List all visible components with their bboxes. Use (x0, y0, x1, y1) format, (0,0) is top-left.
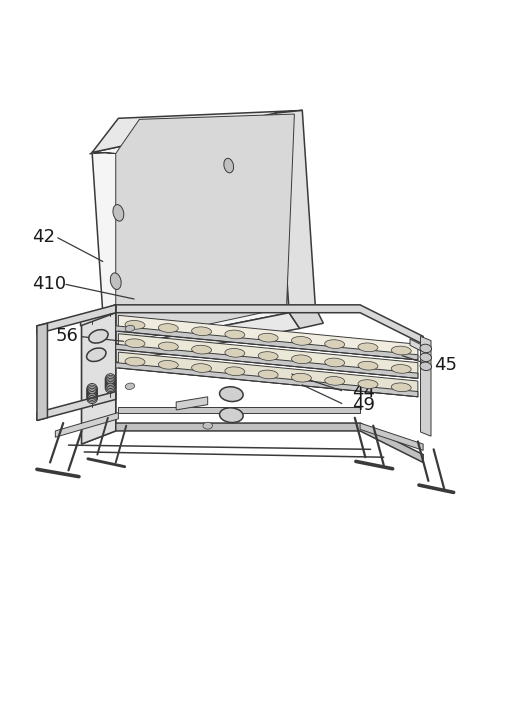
Text: 410: 410 (32, 275, 66, 293)
Polygon shape (82, 312, 116, 436)
Ellipse shape (420, 353, 432, 361)
Polygon shape (116, 326, 418, 360)
Ellipse shape (125, 325, 135, 332)
Polygon shape (116, 344, 418, 379)
Ellipse shape (325, 358, 345, 367)
Ellipse shape (89, 330, 108, 343)
Polygon shape (92, 113, 289, 349)
Ellipse shape (113, 204, 124, 221)
Polygon shape (276, 110, 315, 312)
Ellipse shape (125, 383, 135, 390)
Polygon shape (82, 305, 116, 444)
Ellipse shape (125, 320, 145, 329)
Ellipse shape (158, 342, 178, 351)
Text: 42: 42 (32, 228, 55, 246)
Ellipse shape (224, 158, 234, 173)
Polygon shape (118, 352, 418, 397)
Ellipse shape (225, 348, 245, 357)
Ellipse shape (158, 324, 178, 333)
Ellipse shape (125, 357, 145, 366)
Polygon shape (37, 392, 116, 420)
Polygon shape (90, 153, 116, 154)
Polygon shape (410, 339, 429, 355)
Text: 56: 56 (55, 328, 78, 346)
Polygon shape (81, 305, 116, 326)
Ellipse shape (292, 373, 311, 382)
Text: 44: 44 (352, 382, 375, 400)
Text: 49: 49 (352, 396, 375, 414)
Ellipse shape (258, 370, 278, 379)
Ellipse shape (258, 333, 278, 342)
Ellipse shape (225, 367, 245, 376)
Ellipse shape (358, 361, 378, 370)
Polygon shape (105, 312, 299, 363)
Text: 45: 45 (434, 356, 457, 374)
Ellipse shape (325, 377, 345, 385)
Ellipse shape (391, 383, 411, 392)
Polygon shape (37, 323, 47, 420)
Ellipse shape (219, 387, 243, 402)
Ellipse shape (192, 346, 211, 354)
Ellipse shape (219, 408, 243, 423)
Ellipse shape (358, 379, 378, 389)
Ellipse shape (225, 330, 245, 339)
Polygon shape (360, 423, 423, 451)
Polygon shape (37, 305, 116, 334)
Polygon shape (118, 408, 360, 413)
Polygon shape (92, 110, 302, 153)
Ellipse shape (358, 343, 378, 351)
Ellipse shape (420, 344, 432, 353)
Ellipse shape (292, 336, 311, 346)
Ellipse shape (292, 355, 311, 364)
Ellipse shape (420, 362, 432, 371)
Ellipse shape (158, 361, 178, 369)
Polygon shape (421, 336, 431, 436)
Ellipse shape (203, 422, 212, 429)
Polygon shape (82, 423, 423, 462)
Polygon shape (55, 413, 118, 437)
Ellipse shape (192, 327, 211, 336)
Ellipse shape (258, 351, 278, 361)
Ellipse shape (391, 346, 411, 355)
Ellipse shape (391, 364, 411, 373)
Polygon shape (289, 307, 323, 328)
Ellipse shape (325, 340, 345, 348)
Ellipse shape (87, 348, 106, 361)
Ellipse shape (192, 364, 211, 372)
Polygon shape (118, 315, 418, 360)
Polygon shape (176, 397, 208, 410)
Polygon shape (116, 114, 294, 344)
Polygon shape (82, 305, 423, 344)
Polygon shape (116, 363, 418, 397)
Ellipse shape (125, 339, 145, 348)
Polygon shape (118, 334, 418, 379)
Ellipse shape (110, 273, 121, 289)
